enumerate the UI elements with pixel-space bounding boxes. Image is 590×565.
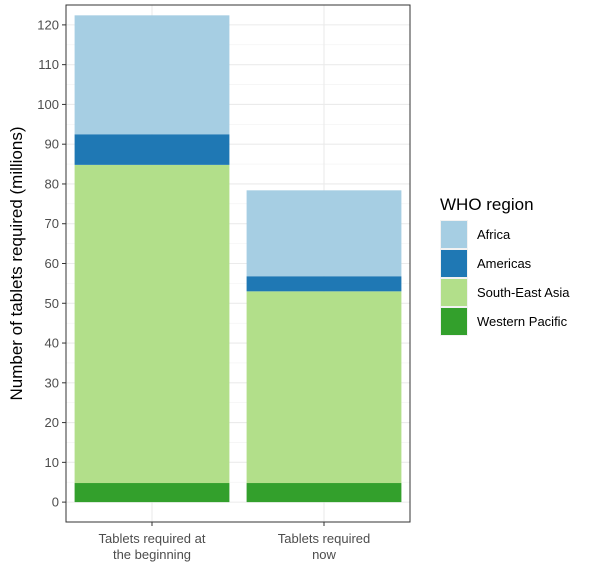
y-tick-label: 50	[45, 296, 59, 311]
legend-swatch	[441, 250, 467, 277]
bar-south-east-asia-2	[246, 291, 402, 484]
legend-swatch	[441, 221, 467, 248]
y-tick-label: 30	[45, 375, 59, 390]
y-tick-label: 70	[45, 216, 59, 231]
x-tick-label: the beginning	[113, 547, 191, 562]
bar-western-pacific-1	[74, 483, 230, 503]
bar-south-east-asia-1	[74, 164, 230, 484]
y-tick-label: 0	[52, 495, 59, 510]
legend-label: Western Pacific	[477, 314, 568, 329]
bar-africa-1	[74, 15, 230, 135]
legend-label: Americas	[477, 256, 532, 271]
bar-americas-2	[246, 276, 402, 292]
y-tick-label: 90	[45, 137, 59, 152]
x-tick-label: Tablets required	[278, 531, 371, 546]
legend: WHO region Africa Americas South-East Asia…	[440, 195, 570, 336]
y-tick-label: 100	[37, 97, 59, 112]
legend-label: Africa	[477, 227, 511, 242]
legend-swatch	[441, 308, 467, 335]
legend-title: WHO region	[440, 195, 534, 214]
y-tick-label: 60	[45, 256, 59, 271]
legend-swatch	[441, 279, 467, 306]
y-tick-label: 20	[45, 415, 59, 430]
bars	[74, 15, 402, 503]
x-tick-label: now	[312, 547, 336, 562]
y-tick-label: 80	[45, 176, 59, 191]
y-tick-label: 120	[37, 17, 59, 32]
bar-western-pacific-2	[246, 483, 402, 503]
bar-africa-2	[246, 190, 402, 277]
bar-americas-1	[74, 134, 230, 165]
y-tick-label: 110	[38, 57, 59, 72]
y-tick-label: 40	[45, 336, 59, 351]
x-tick-label: Tablets required at	[99, 531, 206, 546]
y-axis-title: Number of tablets required (millions)	[7, 127, 26, 401]
y-tick-label: 10	[45, 455, 59, 470]
axes: 0 10 20 30 40 50 60 70 80 90 100 110 120 Tablets requ…	[37, 17, 370, 562]
legend-label: South-East Asia	[477, 285, 570, 300]
